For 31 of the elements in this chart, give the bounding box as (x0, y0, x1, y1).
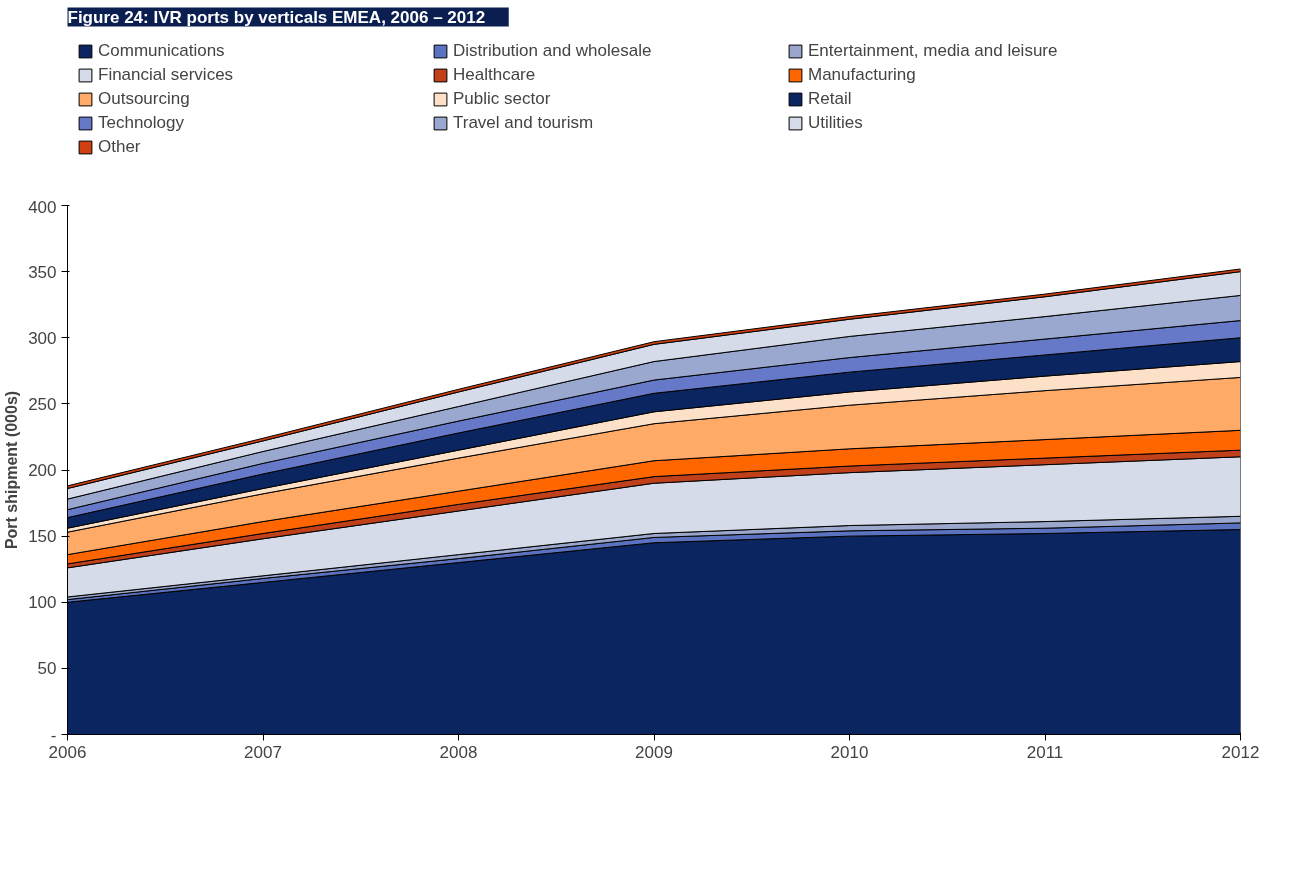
legend-label: Retail (808, 89, 853, 109)
x-tick-label: 2008 (439, 742, 478, 762)
y-tick-label: - (50, 725, 57, 745)
x-tick-label: 2012 (1221, 742, 1260, 762)
legend-label: Outsourcing (98, 89, 191, 109)
legend-label: Healthcare (453, 65, 537, 85)
legend-label: Financial services (98, 65, 235, 85)
y-tick-label: 250 (28, 394, 57, 414)
x-tick-label: 2006 (48, 742, 87, 762)
legend-label: Utilities (808, 113, 864, 133)
y-tick-label: 350 (28, 262, 57, 282)
chart-title: Figure 24: IVR ports by verticals EMEA, 2006 – 2012 (67, 7, 486, 27)
legend-label: Communications (98, 41, 226, 61)
y-tick-label: 50 (37, 659, 57, 679)
legend-label: Other (98, 137, 142, 157)
legend-label: Public sector (453, 89, 552, 109)
legend-label: Manufacturing (808, 65, 917, 85)
x-tick-label: 2009 (635, 742, 673, 762)
legend-label: Entertainment, media and leisure (808, 41, 1059, 61)
y-tick-label: 150 (28, 527, 57, 547)
x-tick-label: 2007 (244, 742, 282, 762)
y-tick-label: 400 (28, 197, 57, 217)
x-tick-label: 2011 (1026, 742, 1064, 762)
legend-label: Technology (98, 113, 185, 133)
x-tick-label: 2010 (830, 742, 869, 762)
y-tick-label: 100 (28, 593, 57, 613)
legend-label: Distribution and wholesale (453, 41, 653, 61)
y-tick-label: 200 (28, 461, 57, 480)
legend-label: Travel and tourism (453, 113, 595, 133)
y-axis-title: Port shipment (000s) (3, 390, 21, 550)
y-tick-label: 300 (28, 328, 57, 348)
